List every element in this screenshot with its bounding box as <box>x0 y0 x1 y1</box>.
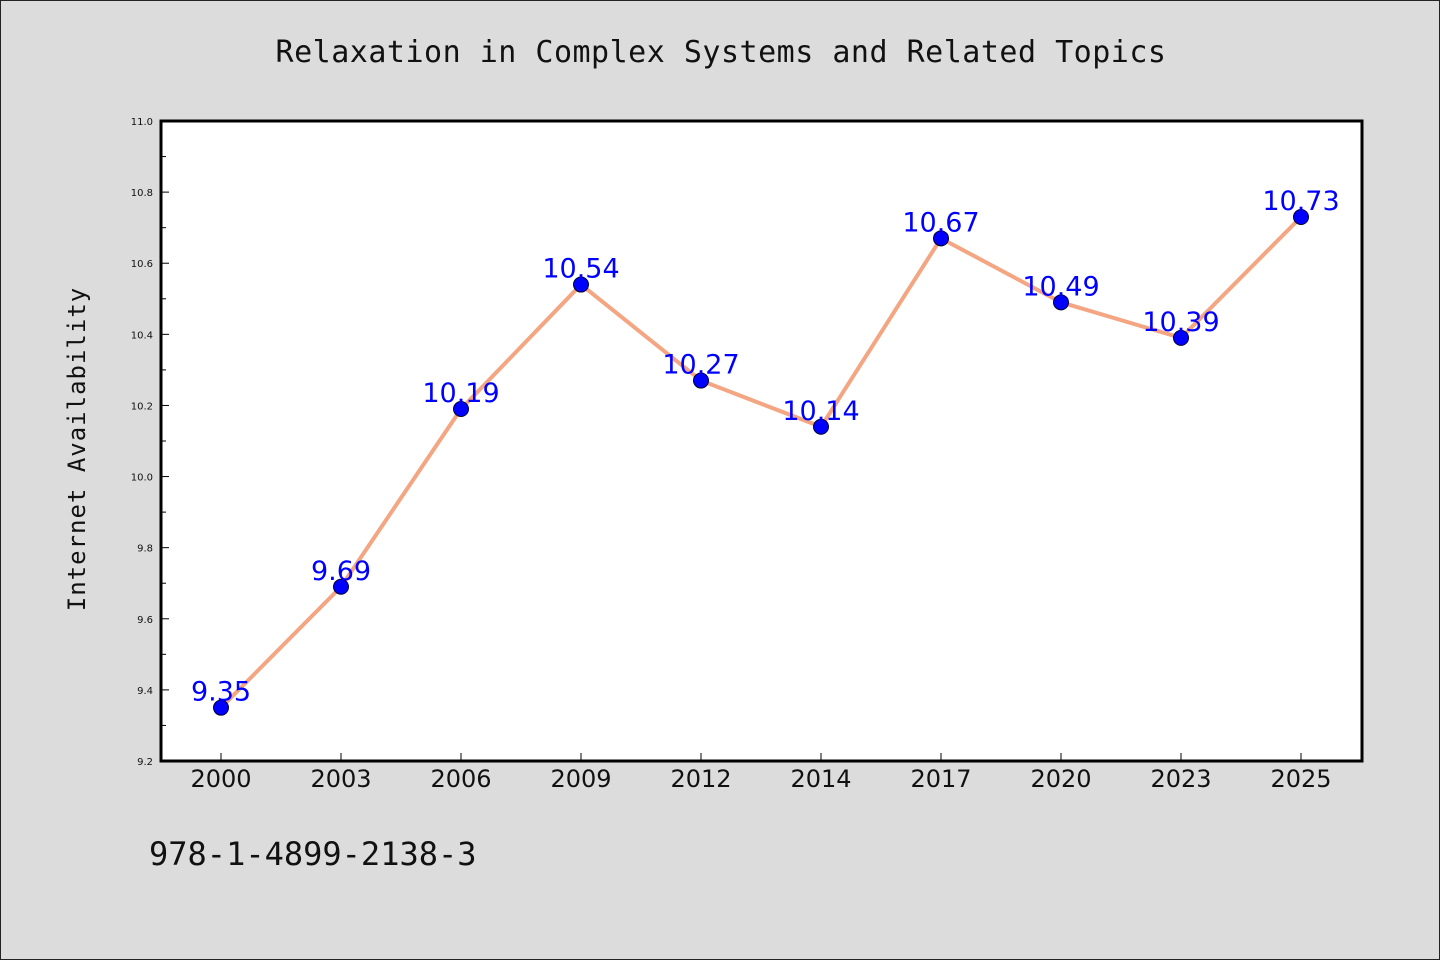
x-tick-label: 2023 <box>1150 765 1211 793</box>
y-tick-label: 9.8 <box>137 544 153 555</box>
x-tick-label: 2014 <box>790 765 851 793</box>
data-label: 10.14 <box>782 396 859 427</box>
series-line <box>219 215 1303 710</box>
data-label: 9.35 <box>191 677 251 708</box>
isbn-label: 978-1-4899-2138-3 <box>149 835 477 873</box>
data-label: 9.69 <box>311 556 371 587</box>
y-tick-label: 9.4 <box>137 686 153 697</box>
data-point <box>693 372 709 389</box>
x-tick-label: 2003 <box>310 765 371 793</box>
chart-title: Relaxation in Complex Systems and Relate… <box>275 35 1167 70</box>
data-label: 10.19 <box>422 378 499 409</box>
plot-area <box>159 119 1364 763</box>
data-point <box>933 230 949 247</box>
data-point <box>573 276 589 293</box>
y-tick-label: 10.6 <box>131 259 153 270</box>
y-axis: 9.2 9.4 9.6 9.8 10.0 10.2 10.4 10.6 10.8 11.0 <box>131 117 169 768</box>
y-axis-label: Internet Availability <box>63 287 91 611</box>
x-tick-label: 2025 <box>1270 765 1331 793</box>
data-label: 10.49 <box>1022 271 1099 302</box>
data-label: 10.73 <box>1262 186 1339 217</box>
data-label: 10.27 <box>662 350 739 381</box>
data-label: 10.67 <box>902 207 979 238</box>
y-tick-label: 9.6 <box>137 615 153 626</box>
y-tick-label: 9.2 <box>137 757 153 768</box>
y-tick-label: 11.0 <box>131 117 153 128</box>
x-tick-label: 2012 <box>670 765 731 793</box>
y-tick-label: 10.2 <box>131 401 153 412</box>
data-point <box>213 699 229 716</box>
x-tick-label: 2017 <box>910 765 971 793</box>
data-point <box>453 401 469 417</box>
data-labels: 9.35 9.69 10.19 10.54 10.27 10.14 10.67 10.49 10… <box>191 186 1340 708</box>
y-tick-label: 10.4 <box>131 330 153 341</box>
y-tick-label: 10.0 <box>131 473 153 484</box>
data-markers <box>213 209 1309 716</box>
data-label: 10.54 <box>542 254 619 285</box>
x-tick-label: 2006 <box>430 765 491 793</box>
x-tick-label: 2020 <box>1030 765 1091 793</box>
x-tick-label: 2009 <box>550 765 611 793</box>
data-label: 10.39 <box>1142 307 1219 338</box>
y-tick-label: 10.8 <box>131 188 153 199</box>
data-point <box>1053 294 1069 311</box>
data-point <box>1173 329 1189 346</box>
x-axis: 2000 2003 2006 2009 2012 2014 2017 2020 2023 2025 <box>190 753 1332 793</box>
data-point <box>1293 209 1309 225</box>
data-point <box>813 418 829 435</box>
data-point <box>333 578 349 595</box>
x-tick-label: 2000 <box>190 765 251 793</box>
